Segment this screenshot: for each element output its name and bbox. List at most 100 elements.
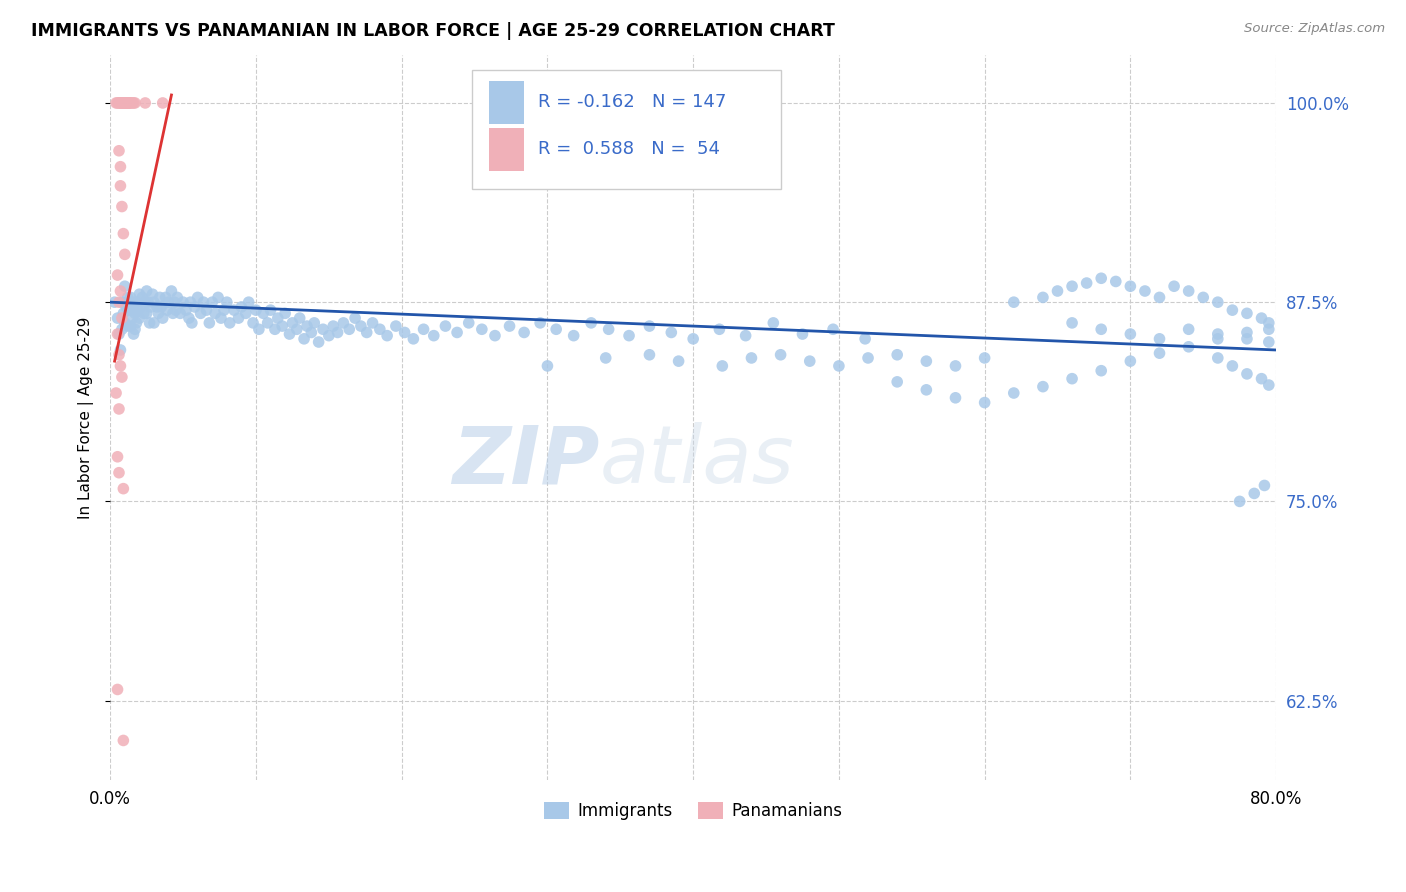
Point bbox=[156, 303, 179, 318]
Point bbox=[792, 326, 814, 341]
Point bbox=[1236, 332, 1258, 346]
Point bbox=[125, 295, 148, 310]
Point bbox=[288, 311, 311, 326]
Text: atlas: atlas bbox=[600, 422, 794, 500]
Point bbox=[259, 303, 281, 318]
Point bbox=[134, 295, 156, 310]
Point bbox=[394, 326, 416, 340]
Point bbox=[264, 322, 287, 336]
Point bbox=[1206, 295, 1229, 310]
Point bbox=[163, 295, 186, 310]
Point bbox=[112, 482, 135, 496]
Text: R = -0.162   N = 147: R = -0.162 N = 147 bbox=[538, 94, 727, 112]
Point bbox=[1177, 322, 1199, 336]
Point bbox=[375, 328, 398, 343]
Point bbox=[598, 322, 620, 336]
Point bbox=[166, 290, 188, 304]
Point bbox=[128, 311, 150, 326]
Point bbox=[128, 287, 150, 301]
Point bbox=[115, 95, 138, 110]
Point bbox=[121, 311, 143, 326]
Point bbox=[110, 95, 132, 110]
Point bbox=[111, 311, 134, 326]
Point bbox=[143, 295, 166, 310]
Point bbox=[155, 290, 177, 304]
Point bbox=[117, 95, 139, 110]
Point bbox=[132, 306, 155, 320]
Point bbox=[1090, 364, 1112, 378]
Point bbox=[108, 95, 131, 110]
Point bbox=[124, 322, 146, 336]
Point bbox=[332, 316, 354, 330]
Point bbox=[134, 95, 156, 110]
Point bbox=[595, 351, 617, 365]
Point bbox=[107, 268, 129, 282]
Point bbox=[118, 95, 141, 110]
Point bbox=[529, 316, 551, 330]
Point bbox=[111, 95, 134, 110]
Point bbox=[1090, 271, 1112, 285]
Point bbox=[318, 328, 340, 343]
Point bbox=[299, 326, 322, 340]
Point bbox=[1177, 340, 1199, 354]
Point bbox=[108, 295, 131, 310]
Point bbox=[112, 306, 135, 320]
Text: R =  0.588   N =  54: R = 0.588 N = 54 bbox=[538, 140, 720, 159]
Point bbox=[579, 316, 602, 330]
Point bbox=[1222, 359, 1244, 373]
Point bbox=[274, 306, 297, 320]
Point bbox=[120, 290, 142, 304]
Point bbox=[111, 95, 134, 110]
Point bbox=[110, 160, 132, 174]
Point bbox=[1257, 322, 1279, 336]
Point bbox=[308, 334, 330, 349]
Point bbox=[121, 95, 143, 110]
Point bbox=[1133, 284, 1156, 298]
Point bbox=[734, 328, 756, 343]
Point bbox=[292, 332, 315, 346]
Point bbox=[945, 359, 967, 373]
Point bbox=[412, 322, 434, 336]
Point bbox=[245, 303, 267, 318]
Point bbox=[112, 227, 135, 241]
Point bbox=[423, 328, 446, 343]
Text: Source: ZipAtlas.com: Source: ZipAtlas.com bbox=[1244, 22, 1385, 36]
Point bbox=[184, 300, 207, 314]
Point bbox=[1236, 326, 1258, 340]
Point bbox=[1250, 311, 1272, 326]
Point bbox=[118, 303, 141, 318]
Point bbox=[1206, 326, 1229, 341]
Point bbox=[709, 322, 731, 336]
Point bbox=[235, 306, 257, 320]
Point bbox=[157, 295, 180, 310]
Point bbox=[177, 311, 200, 326]
FancyBboxPatch shape bbox=[489, 80, 524, 124]
Point bbox=[915, 354, 938, 368]
Point bbox=[135, 306, 157, 320]
Point bbox=[546, 322, 568, 336]
Point bbox=[361, 316, 384, 330]
Point bbox=[204, 306, 226, 320]
Point bbox=[112, 733, 135, 747]
Point bbox=[238, 295, 260, 310]
Point bbox=[1192, 290, 1215, 304]
Point bbox=[762, 316, 785, 330]
Point bbox=[111, 322, 134, 336]
Point bbox=[122, 95, 145, 110]
Point bbox=[228, 311, 250, 326]
Point bbox=[111, 200, 134, 214]
Point bbox=[114, 95, 136, 110]
Point bbox=[1149, 290, 1171, 304]
Point bbox=[285, 322, 308, 336]
Point bbox=[107, 450, 129, 464]
Point bbox=[149, 290, 172, 304]
Point bbox=[212, 303, 235, 318]
Point bbox=[110, 95, 132, 110]
Point bbox=[562, 328, 585, 343]
Point bbox=[117, 290, 139, 304]
Point bbox=[267, 311, 290, 326]
Point bbox=[1149, 332, 1171, 346]
Point bbox=[179, 295, 201, 310]
Point bbox=[1177, 284, 1199, 298]
Point bbox=[108, 326, 131, 341]
